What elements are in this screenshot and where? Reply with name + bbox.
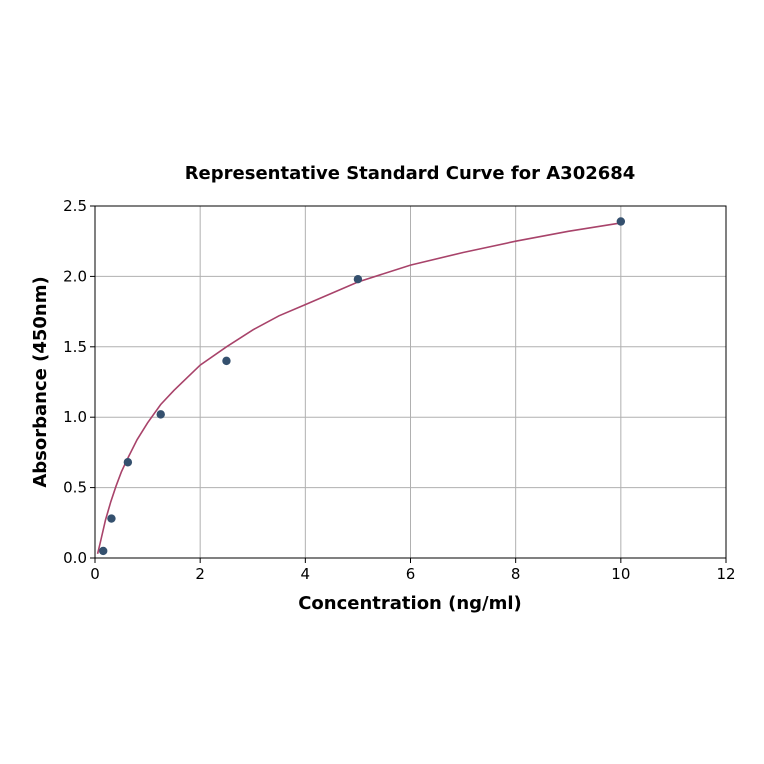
x-tick-label: 2: [195, 565, 205, 583]
fit-curve: [96, 222, 621, 554]
data-points: [99, 217, 626, 556]
x-tick-label: 12: [716, 565, 735, 583]
y-tick-label: 1.5: [63, 338, 87, 356]
x-tick-label: 6: [406, 565, 416, 583]
x-tick-label: 0: [90, 565, 100, 583]
data-point: [616, 217, 626, 226]
x-tick-label: 4: [301, 565, 311, 583]
data-point: [156, 410, 165, 419]
chart-title: Representative Standard Curve for A30268…: [185, 163, 636, 184]
y-tick-label: 0.0: [63, 549, 87, 567]
data-point: [222, 356, 231, 366]
y-tick-label: 2.5: [63, 197, 87, 215]
x-axis: 0 2 4 6 8 10 12: [90, 558, 736, 583]
y-tick-label: 2.0: [63, 267, 87, 285]
data-point: [353, 275, 363, 284]
x-tick-label: 10: [611, 565, 630, 583]
y-tick-label: 0.5: [63, 479, 87, 497]
y-axis-label: Absorbance (450nm): [30, 276, 51, 487]
data-point: [107, 514, 116, 523]
grid: [94, 205, 727, 559]
data-point: [99, 546, 108, 556]
x-tick-label: 8: [511, 565, 521, 583]
fit-curve-line: [96, 222, 621, 554]
y-axis: 0.0 0.5 1.0 1.5 2.0 2.5: [63, 197, 95, 567]
y-tick-label: 1.0: [63, 408, 87, 426]
x-axis-label: Concentration (ng/ml): [298, 593, 522, 614]
data-point: [123, 458, 133, 467]
